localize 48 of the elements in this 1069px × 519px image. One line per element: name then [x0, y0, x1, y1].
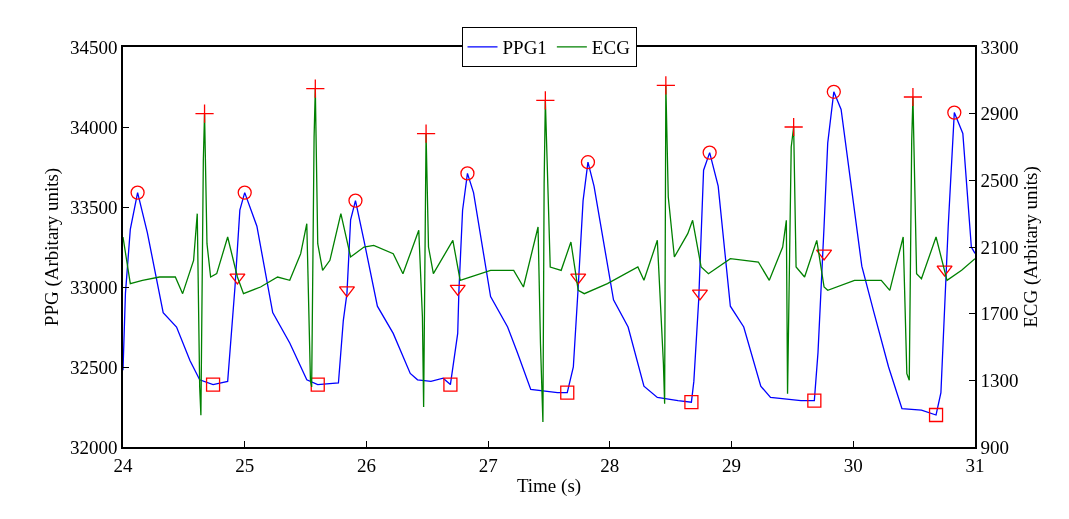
point [656, 75, 676, 96]
legend-label: ECG [591, 37, 631, 59]
point [348, 193, 363, 208]
y-tick-label: 33500 [69, 196, 118, 218]
x-tick-label: 30 [843, 454, 863, 476]
y2-axis-title: ECG (Arbitary units) [1019, 166, 1042, 328]
point [807, 393, 822, 408]
point [936, 265, 953, 277]
y-tick-label: 33000 [69, 276, 118, 298]
point [310, 377, 325, 392]
y2-tick-label: 2500 [980, 169, 1019, 191]
y2-tick-label: 1300 [980, 369, 1019, 391]
point [229, 273, 246, 285]
point [130, 185, 145, 200]
point [416, 123, 436, 144]
point [560, 385, 575, 400]
point [702, 145, 717, 160]
point [783, 117, 804, 137]
point [826, 84, 841, 99]
point [928, 407, 944, 423]
point [443, 377, 458, 392]
y2-tick-label: 3300 [980, 36, 1019, 58]
point [305, 78, 326, 99]
point [535, 90, 556, 111]
y-tick-label: 34500 [69, 36, 118, 58]
point [194, 103, 215, 124]
point [449, 284, 466, 296]
x-tick-label: 26 [356, 454, 376, 476]
y2-tick-label: 2100 [980, 236, 1019, 258]
point [580, 155, 596, 170]
y-axis-title: PPG (Arbitary units) [41, 167, 64, 327]
x-tick-label: 28 [600, 454, 620, 476]
y2-tick-label: 2900 [980, 103, 1019, 125]
point [903, 87, 923, 107]
point [460, 166, 475, 181]
point [684, 395, 699, 410]
legend-label: PPG1 [502, 37, 547, 59]
x-tick-label: 25 [235, 454, 255, 476]
point [947, 105, 962, 120]
point [237, 185, 252, 200]
x-axis-title: Time (s) [516, 474, 582, 497]
x-tick-label: 27 [478, 454, 498, 476]
y2-tick-label: 1700 [980, 303, 1019, 325]
y-tick-label: 34000 [69, 116, 118, 138]
point [570, 273, 587, 285]
y-tick-label: 32500 [69, 356, 118, 378]
point [205, 377, 221, 392]
x-tick-label: 29 [722, 454, 742, 476]
